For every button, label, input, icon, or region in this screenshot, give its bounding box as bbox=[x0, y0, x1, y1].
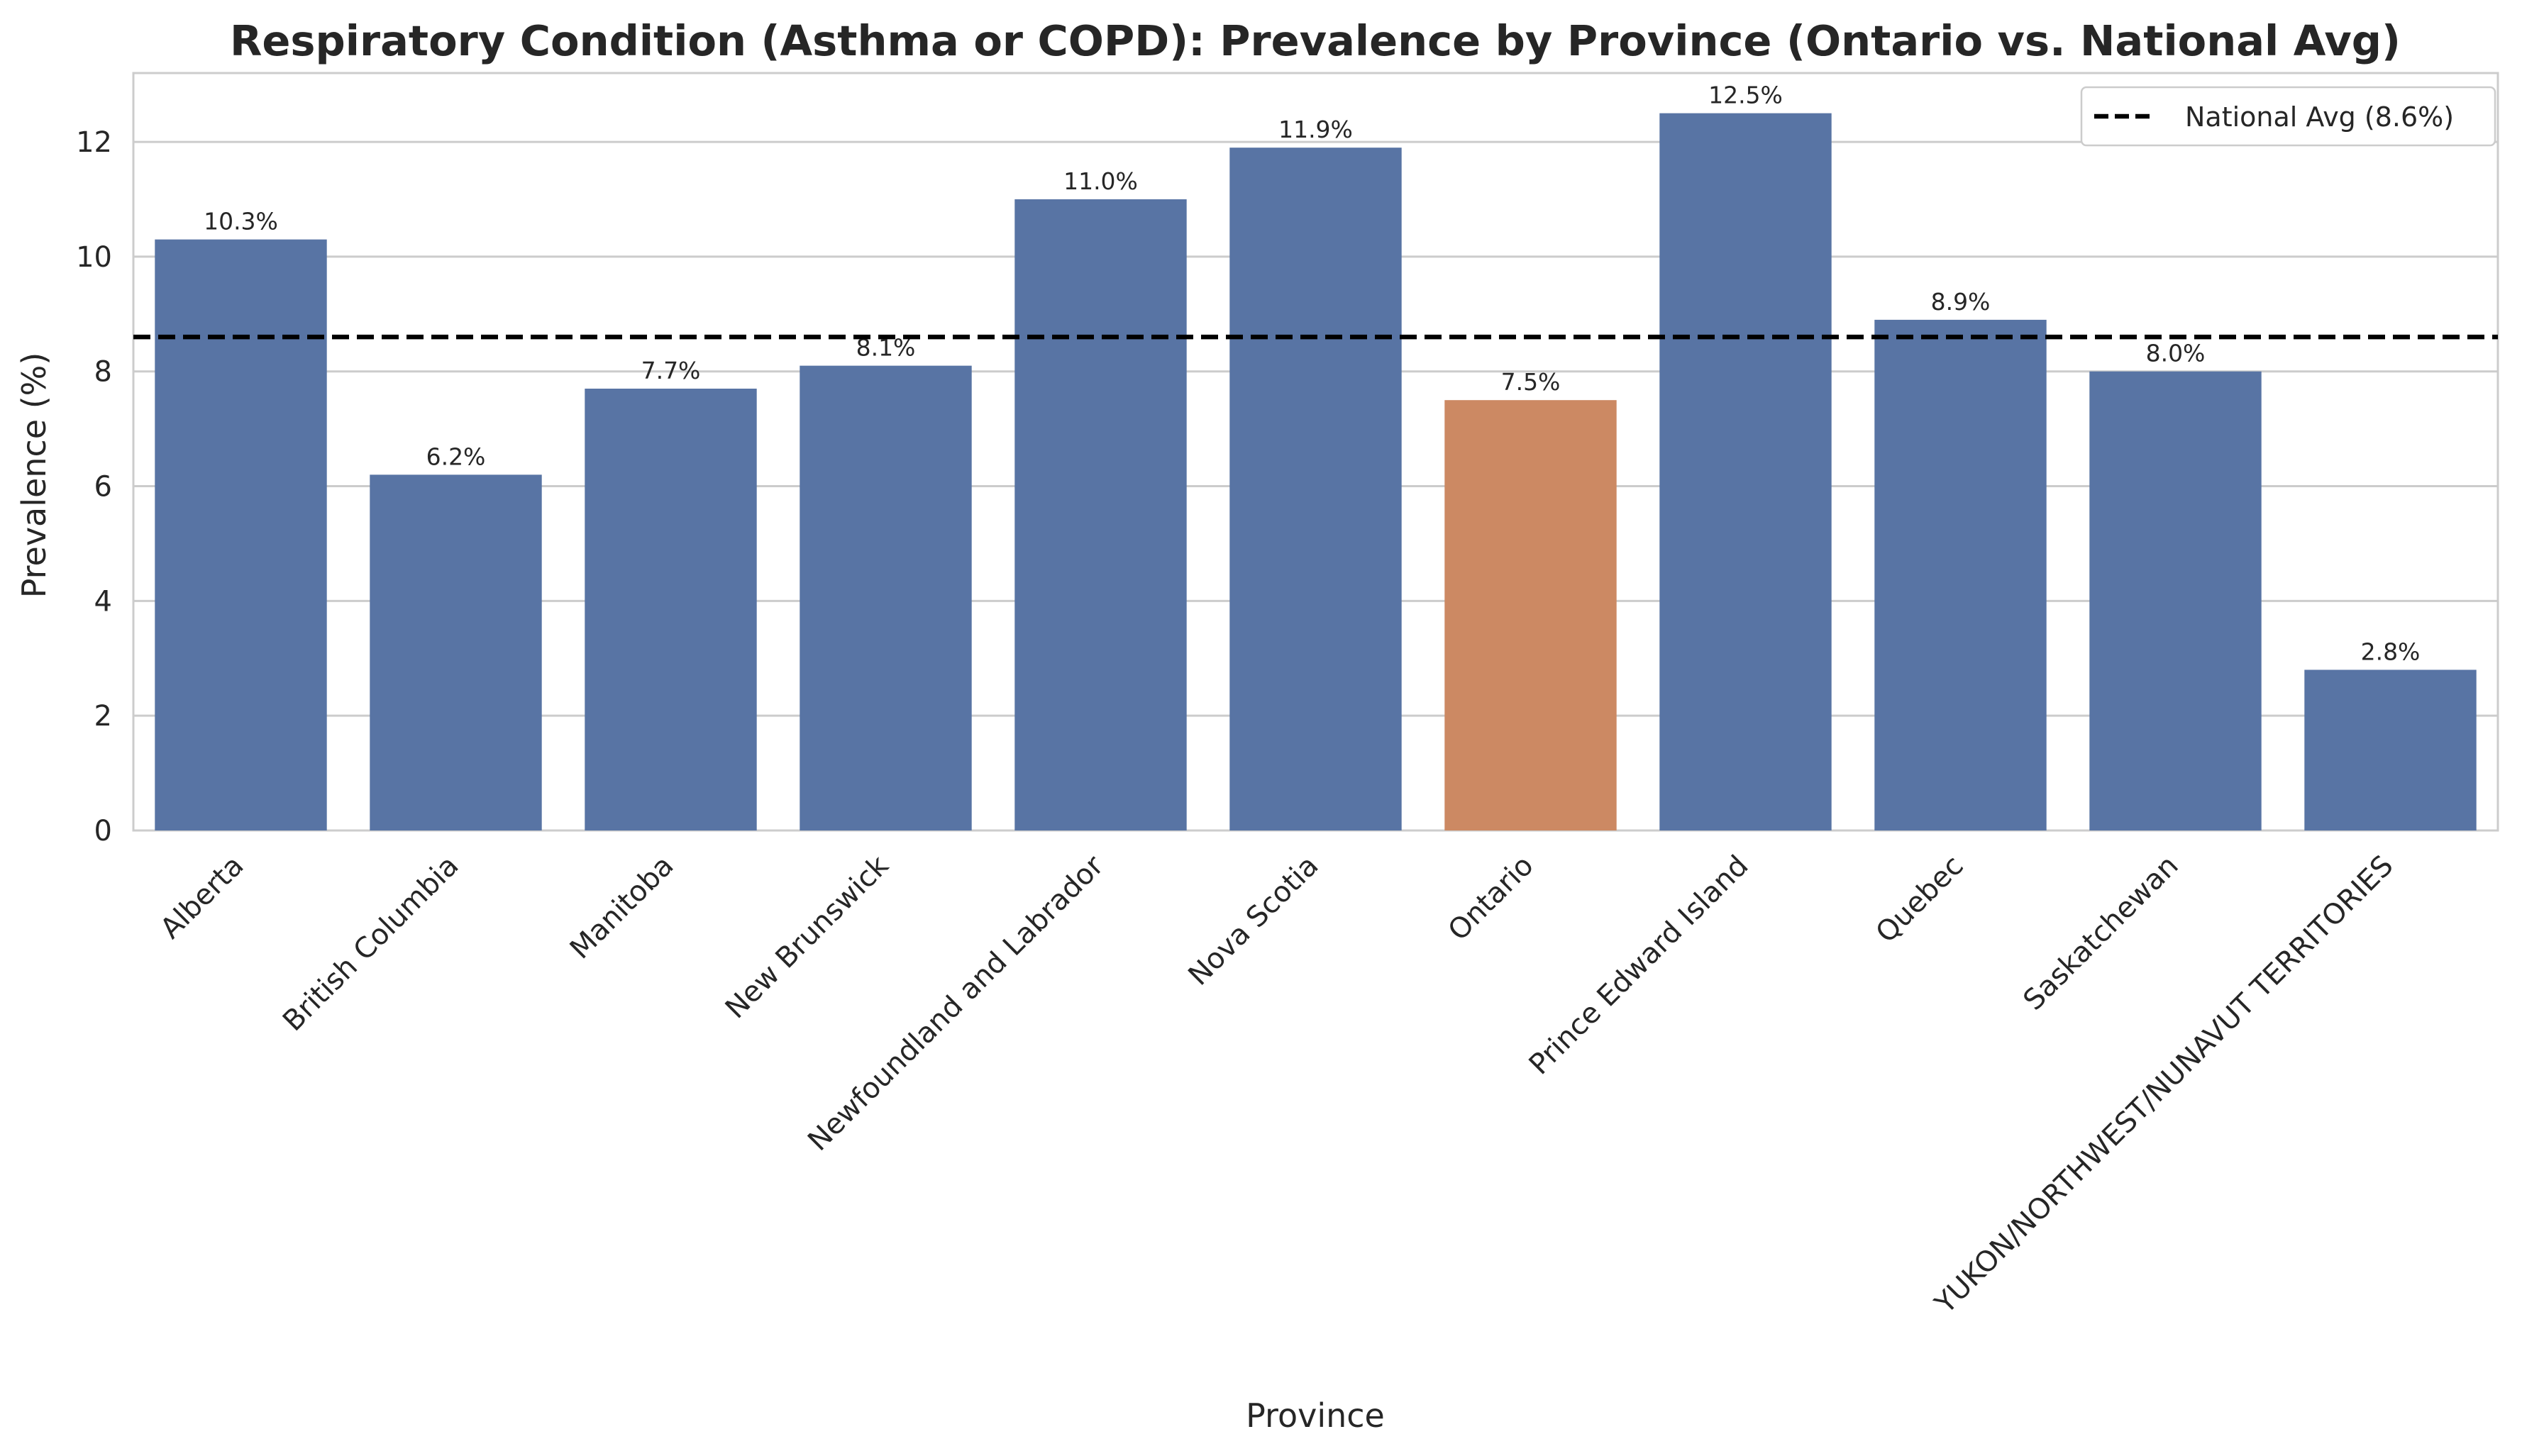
y-tick-label: 2 bbox=[94, 700, 112, 733]
bar bbox=[1874, 319, 2047, 831]
y-tick-label: 0 bbox=[94, 815, 112, 848]
bar bbox=[585, 389, 757, 830]
bar bbox=[800, 365, 972, 830]
y-tick-label: 10 bbox=[76, 241, 112, 274]
bar bbox=[1444, 400, 1617, 830]
bar-value-labels: 10.3%6.2%7.7%8.1%11.0%11.9%7.5%12.5%8.9%… bbox=[204, 82, 2420, 666]
bar bbox=[2089, 371, 2262, 830]
legend-box bbox=[2080, 86, 2496, 147]
bar-value-label: 7.5% bbox=[1501, 368, 1561, 396]
bar-value-label: 12.5% bbox=[1708, 82, 1783, 109]
chart-title: Respiratory Condition (Asthma or COPD): … bbox=[230, 16, 2401, 65]
y-tick-label: 4 bbox=[94, 585, 112, 618]
bar-value-label: 11.9% bbox=[1278, 116, 1353, 143]
bar-value-label: 6.2% bbox=[426, 443, 486, 470]
y-tick-label: 12 bbox=[76, 126, 112, 159]
bar bbox=[1014, 199, 1187, 830]
y-axis-label: Prevalence (%) bbox=[15, 352, 53, 599]
bar-value-label: 8.9% bbox=[1931, 288, 1991, 316]
bar bbox=[1229, 148, 1402, 830]
x-axis-label: Province bbox=[1246, 1396, 1385, 1435]
bar bbox=[155, 239, 327, 830]
bar bbox=[2304, 669, 2477, 830]
legend: National Avg (8.6%) bbox=[2080, 86, 2496, 147]
legend-label-national-avg: National Avg (8.6%) bbox=[2185, 101, 2454, 133]
bar-value-label: 11.0% bbox=[1063, 167, 1138, 195]
bar bbox=[1659, 113, 1832, 831]
bar-value-label: 2.8% bbox=[2361, 638, 2421, 665]
bar-value-label: 7.7% bbox=[641, 357, 701, 384]
bar-value-label: 8.0% bbox=[2146, 340, 2206, 367]
y-axis-ticks: 0 2 4 6 8 10 12 bbox=[76, 126, 112, 848]
bar bbox=[370, 474, 542, 830]
y-tick-label: 8 bbox=[94, 356, 112, 389]
bar-value-label: 10.3% bbox=[204, 208, 278, 235]
y-tick-label: 6 bbox=[94, 471, 112, 504]
